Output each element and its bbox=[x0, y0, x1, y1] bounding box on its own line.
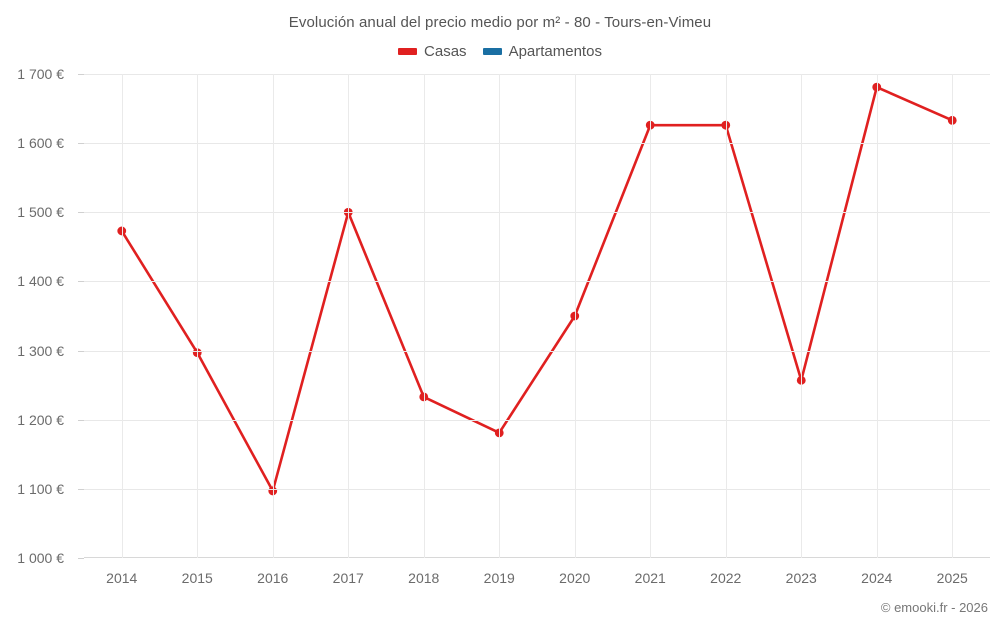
data-point-marker[interactable] bbox=[117, 226, 127, 236]
x-axis-label: 2023 bbox=[785, 570, 817, 586]
gridline-vertical bbox=[801, 74, 803, 558]
gridline-vertical bbox=[348, 74, 350, 558]
y-axis-tick bbox=[78, 488, 84, 490]
gridline-horizontal bbox=[84, 74, 990, 75]
y-axis-label: 1 000 € bbox=[17, 550, 64, 566]
legend-label-casas: Casas bbox=[424, 43, 467, 60]
y-axis-tick bbox=[78, 350, 84, 352]
data-point-marker[interactable] bbox=[721, 120, 731, 130]
series-line-casas bbox=[120, 85, 954, 493]
gridline-vertical bbox=[121, 74, 123, 558]
y-axis-label: 1 700 € bbox=[17, 66, 64, 82]
gridline-horizontal bbox=[84, 419, 990, 421]
gridline-vertical bbox=[197, 74, 199, 558]
data-point-marker[interactable] bbox=[947, 115, 957, 125]
gridline-vertical bbox=[876, 74, 878, 558]
plot-area: 1 000 € 1 100 € 1 200 € 1 300 € 1 400 € 1 500… bbox=[17, 66, 990, 586]
x-axis-label: 2015 bbox=[181, 570, 213, 586]
y-axis-tick bbox=[78, 419, 84, 421]
gridline-vertical bbox=[423, 74, 425, 558]
legend-swatch-apartamentos bbox=[482, 48, 502, 55]
gridline-horizontal bbox=[84, 212, 990, 214]
footer-credit: © emooki.fr - 2026 bbox=[880, 600, 988, 615]
gridline-horizontal bbox=[84, 143, 990, 145]
y-axis-label: 1 600 € bbox=[17, 135, 64, 152]
y-axis-tick bbox=[78, 558, 84, 559]
x-axis-line bbox=[84, 557, 990, 558]
y-axis-tick bbox=[78, 212, 84, 214]
gridline-vertical bbox=[650, 74, 652, 558]
gridline-vertical bbox=[499, 74, 501, 558]
x-axis-label: 2025 bbox=[936, 570, 968, 586]
gridline-horizontal bbox=[84, 350, 990, 352]
gridline-vertical bbox=[574, 74, 576, 558]
legend-item-apartamentos[interactable]: Apartamentos bbox=[482, 43, 602, 60]
y-axis-tick bbox=[78, 143, 84, 145]
legend-swatch-casas bbox=[398, 48, 418, 55]
y-axis-tick bbox=[78, 74, 84, 75]
series-layer bbox=[117, 82, 957, 496]
x-axis-label: 2017 bbox=[332, 570, 364, 586]
chart-legend: Casas Apartamentos bbox=[0, 44, 1000, 59]
chart-title: Evolución anual del precio medio por m² … bbox=[288, 14, 712, 31]
legend-label-apartamentos: Apartamentos bbox=[508, 43, 602, 60]
legend-item-casas[interactable]: Casas bbox=[398, 44, 467, 59]
y-axis-label: 1 100 € bbox=[17, 480, 64, 497]
gridline-horizontal bbox=[84, 488, 990, 490]
x-axis-label: 2019 bbox=[483, 570, 515, 586]
x-axis-label: 2016 bbox=[257, 570, 289, 586]
x-axis-label: 2024 bbox=[861, 570, 893, 586]
gridline-vertical bbox=[952, 74, 954, 558]
gridline-vertical bbox=[272, 74, 274, 558]
x-axis-label: 2020 bbox=[559, 570, 591, 586]
y-axis-label: 1 400 € bbox=[17, 273, 64, 290]
y-axis-tick bbox=[78, 281, 84, 283]
y-axis-label: 1 300 € bbox=[17, 342, 64, 359]
y-axis-label: 1 200 € bbox=[17, 411, 64, 428]
gridline-horizontal bbox=[84, 281, 990, 283]
x-axis-label: 2022 bbox=[710, 570, 742, 586]
data-point-marker[interactable] bbox=[645, 120, 655, 130]
x-axis-label: 2018 bbox=[408, 570, 440, 586]
x-axis-label: 2021 bbox=[634, 570, 666, 586]
y-axis-label: 1 500 € bbox=[17, 204, 64, 221]
gridline-vertical bbox=[725, 74, 727, 558]
x-axis-label: 2014 bbox=[106, 570, 138, 586]
data-point-marker[interactable] bbox=[872, 82, 882, 92]
data-point-marker[interactable] bbox=[796, 375, 806, 385]
